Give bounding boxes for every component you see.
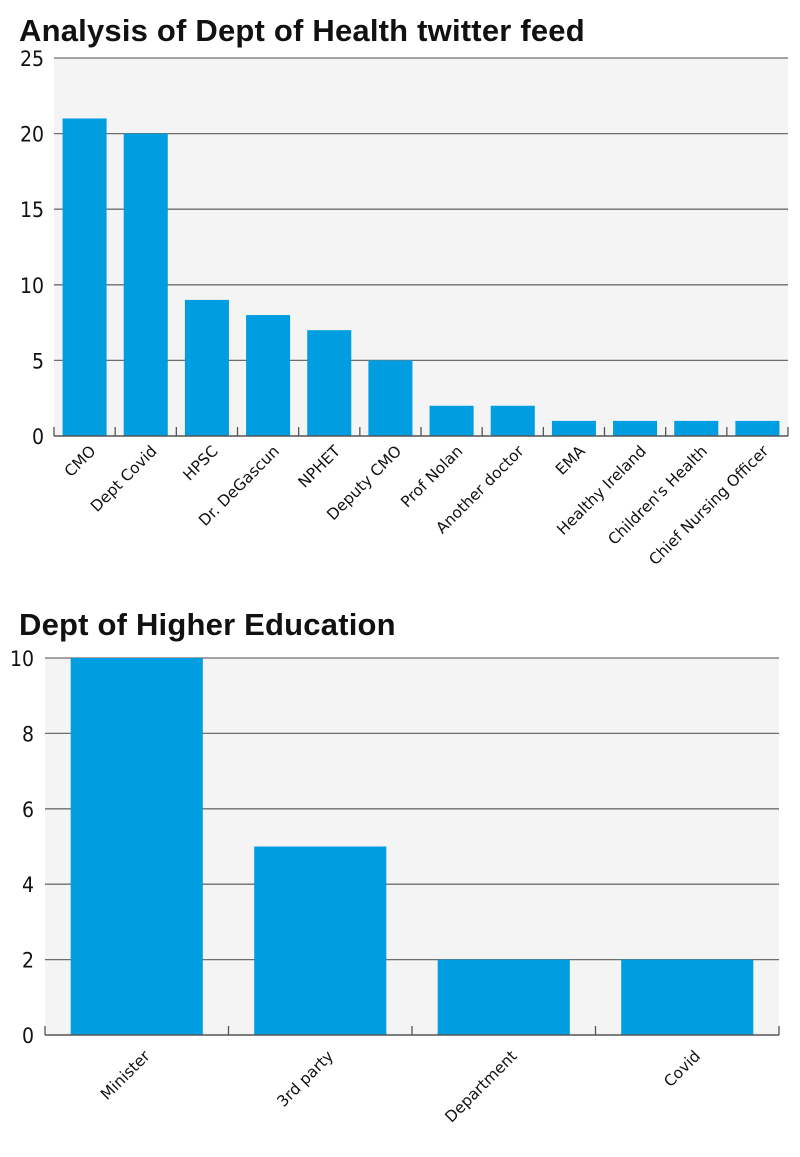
bar — [429, 405, 474, 436]
y-tick-label: 10 — [10, 647, 34, 671]
y-tick-label: 0 — [22, 1024, 34, 1048]
bar — [70, 658, 203, 1035]
plot-background — [54, 58, 788, 436]
bar — [735, 420, 780, 436]
chart-title-health: Analysis of Dept of Health twitter feed — [19, 13, 585, 48]
y-tick-label: 25 — [20, 47, 44, 71]
bar — [123, 133, 168, 436]
x-category-label: Department — [442, 1047, 521, 1126]
bar — [437, 959, 570, 1035]
bar — [551, 420, 596, 436]
x-category-label: Covid — [661, 1047, 705, 1091]
bar — [246, 315, 291, 436]
y-tick-label: 20 — [20, 123, 44, 147]
y-tick-label: 0 — [32, 425, 44, 449]
bar — [490, 405, 535, 436]
y-tick-label: 5 — [32, 349, 44, 373]
bar — [184, 299, 229, 436]
bar — [254, 846, 387, 1035]
bar — [368, 360, 413, 436]
y-tick-label: 6 — [22, 798, 34, 822]
bar — [613, 420, 658, 436]
bar — [62, 118, 107, 436]
chart-title-higher-education: Dept of Higher Education — [19, 607, 396, 642]
y-tick-label: 4 — [22, 873, 34, 897]
y-tick-label: 10 — [20, 274, 44, 298]
x-category-label: 3rd party — [274, 1047, 337, 1110]
y-tick-label: 2 — [22, 949, 34, 973]
y-tick-label: 15 — [20, 198, 44, 222]
bar — [621, 959, 754, 1035]
bar — [307, 330, 352, 436]
x-category-label: Minister — [97, 1047, 154, 1104]
bar — [674, 420, 719, 436]
y-tick-label: 8 — [22, 722, 34, 746]
